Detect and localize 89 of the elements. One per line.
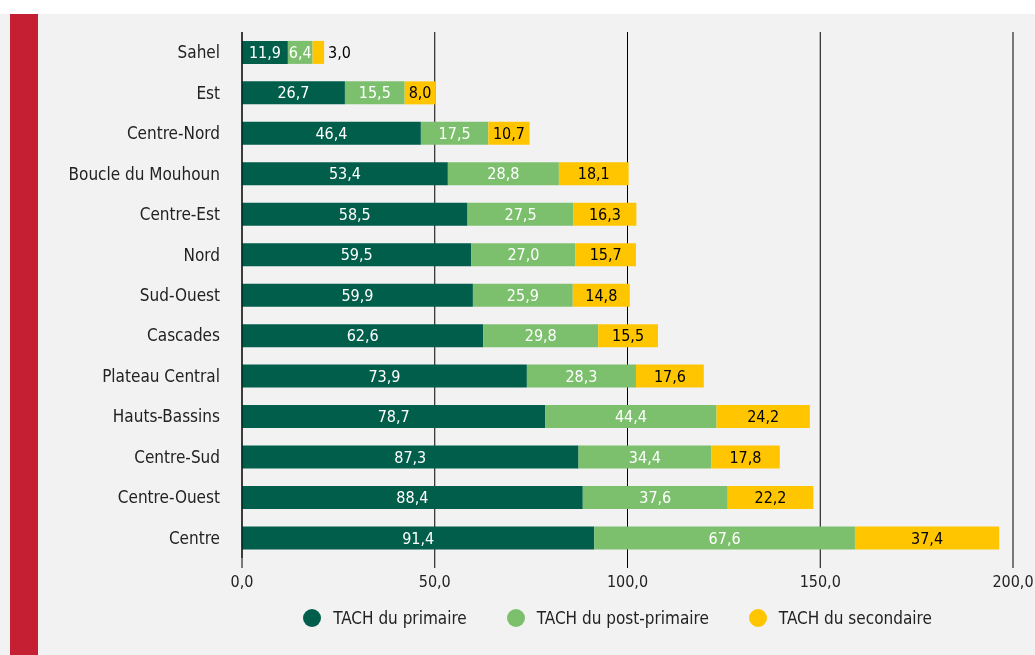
bar bbox=[854, 526, 1000, 550]
data-label: 14,8 bbox=[585, 285, 618, 305]
x-tick-label: 150,0 bbox=[799, 572, 841, 592]
y-tick-label: Sud-Ouest bbox=[139, 285, 221, 306]
data-label: 17,8 bbox=[729, 447, 762, 467]
x-tick-label: 0,0 bbox=[230, 572, 254, 592]
bar bbox=[242, 364, 527, 388]
data-label: 91,4 bbox=[402, 528, 435, 548]
legend-label: TACH du secondaire bbox=[778, 608, 932, 628]
data-label: 15,5 bbox=[612, 326, 645, 346]
bar bbox=[575, 243, 636, 267]
bar bbox=[711, 445, 780, 469]
bar bbox=[242, 81, 345, 105]
y-tick-label: Boucle du Mouhoun bbox=[68, 163, 220, 184]
bar bbox=[545, 405, 717, 429]
data-label: 24,2 bbox=[747, 407, 780, 427]
bar bbox=[526, 364, 636, 388]
data-label: 37,4 bbox=[911, 528, 944, 548]
bar bbox=[727, 485, 814, 509]
data-label: 34,4 bbox=[628, 447, 661, 467]
data-label: 29,8 bbox=[524, 326, 557, 346]
y-tick-label: Centre-Est bbox=[139, 204, 220, 225]
bar bbox=[242, 283, 473, 307]
data-label: 15,5 bbox=[358, 83, 391, 103]
y-tick-label: Hauts-Bassins bbox=[112, 406, 221, 427]
data-label: 58,5 bbox=[338, 204, 371, 224]
data-label: 53,4 bbox=[328, 164, 361, 184]
bar bbox=[242, 121, 421, 145]
data-label: 26,7 bbox=[277, 83, 310, 103]
y-tick-label: Est bbox=[196, 82, 221, 103]
y-tick-label: Cascades bbox=[147, 325, 221, 346]
data-label: 67,6 bbox=[708, 528, 741, 548]
y-tick-label: Centre bbox=[168, 527, 220, 548]
bar bbox=[471, 243, 576, 267]
data-label: 10,7 bbox=[492, 123, 525, 143]
data-label: 44,4 bbox=[614, 407, 647, 427]
x-tick-label: 200,0 bbox=[992, 572, 1034, 592]
data-label: 73,9 bbox=[368, 366, 401, 386]
data-label: 37,6 bbox=[639, 488, 672, 508]
data-label: 87,3 bbox=[394, 447, 427, 467]
bar bbox=[242, 202, 468, 226]
bar bbox=[582, 485, 728, 509]
data-label: 15,7 bbox=[589, 245, 622, 265]
y-tick-label: Centre-Sud bbox=[134, 446, 220, 467]
data-label: 28,3 bbox=[565, 366, 598, 386]
bar bbox=[483, 324, 599, 348]
x-tick-label: 100,0 bbox=[606, 572, 649, 592]
data-label: 3,0 bbox=[328, 43, 351, 62]
bar bbox=[716, 405, 810, 429]
bar bbox=[467, 202, 574, 226]
y-tick-label: Sahel bbox=[177, 42, 220, 63]
data-label: 6,4 bbox=[288, 43, 312, 62]
data-label: 11,9 bbox=[248, 43, 281, 62]
legend-label: TACH du post-primaire bbox=[536, 608, 709, 628]
bar bbox=[594, 526, 855, 550]
data-label: 22,2 bbox=[754, 488, 787, 508]
data-label: 17,6 bbox=[653, 366, 686, 386]
data-label: 59,5 bbox=[340, 245, 373, 265]
data-label: 27,5 bbox=[504, 204, 537, 224]
data-label: 28,8 bbox=[487, 164, 520, 184]
bar bbox=[242, 526, 595, 550]
x-tick-label: 50,0 bbox=[418, 572, 451, 592]
bar bbox=[242, 324, 484, 348]
bar bbox=[578, 445, 712, 469]
data-label: 27,0 bbox=[507, 245, 540, 265]
y-tick-label: Nord bbox=[183, 244, 220, 265]
bar bbox=[472, 283, 573, 307]
bar bbox=[242, 485, 583, 509]
y-tick-label: Centre-Ouest bbox=[117, 487, 220, 508]
data-label: 78,7 bbox=[377, 407, 410, 427]
bar bbox=[635, 364, 704, 388]
bar bbox=[242, 243, 472, 267]
y-tick-label: Centre-Nord bbox=[126, 123, 220, 144]
data-label: 25,9 bbox=[506, 285, 539, 305]
data-label: 62,6 bbox=[346, 326, 379, 346]
y-tick-label: Plateau Central bbox=[102, 365, 220, 386]
bar bbox=[312, 40, 325, 64]
bar bbox=[242, 445, 579, 469]
data-label: 8,0 bbox=[408, 83, 432, 103]
data-label: 18,1 bbox=[577, 164, 610, 184]
data-label: 16,3 bbox=[588, 204, 621, 224]
bar bbox=[242, 405, 546, 429]
data-label: 88,4 bbox=[396, 488, 429, 508]
data-label: 17,5 bbox=[438, 123, 471, 143]
legend-label: TACH du primaire bbox=[333, 608, 467, 628]
bar bbox=[447, 162, 559, 186]
data-label: 46,4 bbox=[315, 123, 348, 143]
bar bbox=[242, 162, 448, 186]
data-label: 59,9 bbox=[341, 285, 374, 305]
